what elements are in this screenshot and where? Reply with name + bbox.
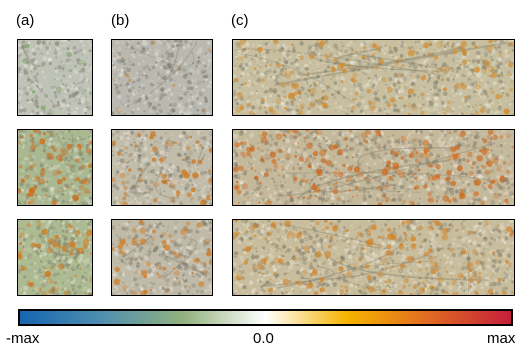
- panel-label-b: (b): [111, 12, 130, 29]
- tile-c-row1-image: [233, 40, 514, 115]
- tile-c-row3: [232, 219, 515, 296]
- colorbar: [18, 309, 513, 326]
- panel-label-a: (a): [16, 12, 35, 29]
- colorbar-mid-label: 0.0: [253, 330, 274, 347]
- tile-a-row1: [17, 39, 93, 116]
- tile-c-row2: [232, 129, 515, 206]
- tile-c-row1: [232, 39, 515, 116]
- panel-label-c: (c): [231, 12, 249, 29]
- tile-c-row2-image: [233, 130, 514, 205]
- tile-a-row3-image: [18, 220, 92, 295]
- tile-a-row1-image: [18, 40, 92, 115]
- tile-a-row3: [17, 219, 93, 296]
- tile-b-row1-image: [112, 40, 212, 115]
- tile-c-row3-image: [233, 220, 514, 295]
- tile-b-row1: [111, 39, 213, 116]
- tile-b-row3-image: [112, 220, 212, 295]
- tile-b-row2: [111, 129, 213, 206]
- colorbar-max-label: max: [487, 330, 516, 347]
- colorbar-min-label: -max: [6, 330, 40, 347]
- tile-b-row2-image: [112, 130, 212, 205]
- tile-a-row2-image: [18, 130, 92, 205]
- tile-b-row3: [111, 219, 213, 296]
- tile-a-row2: [17, 129, 93, 206]
